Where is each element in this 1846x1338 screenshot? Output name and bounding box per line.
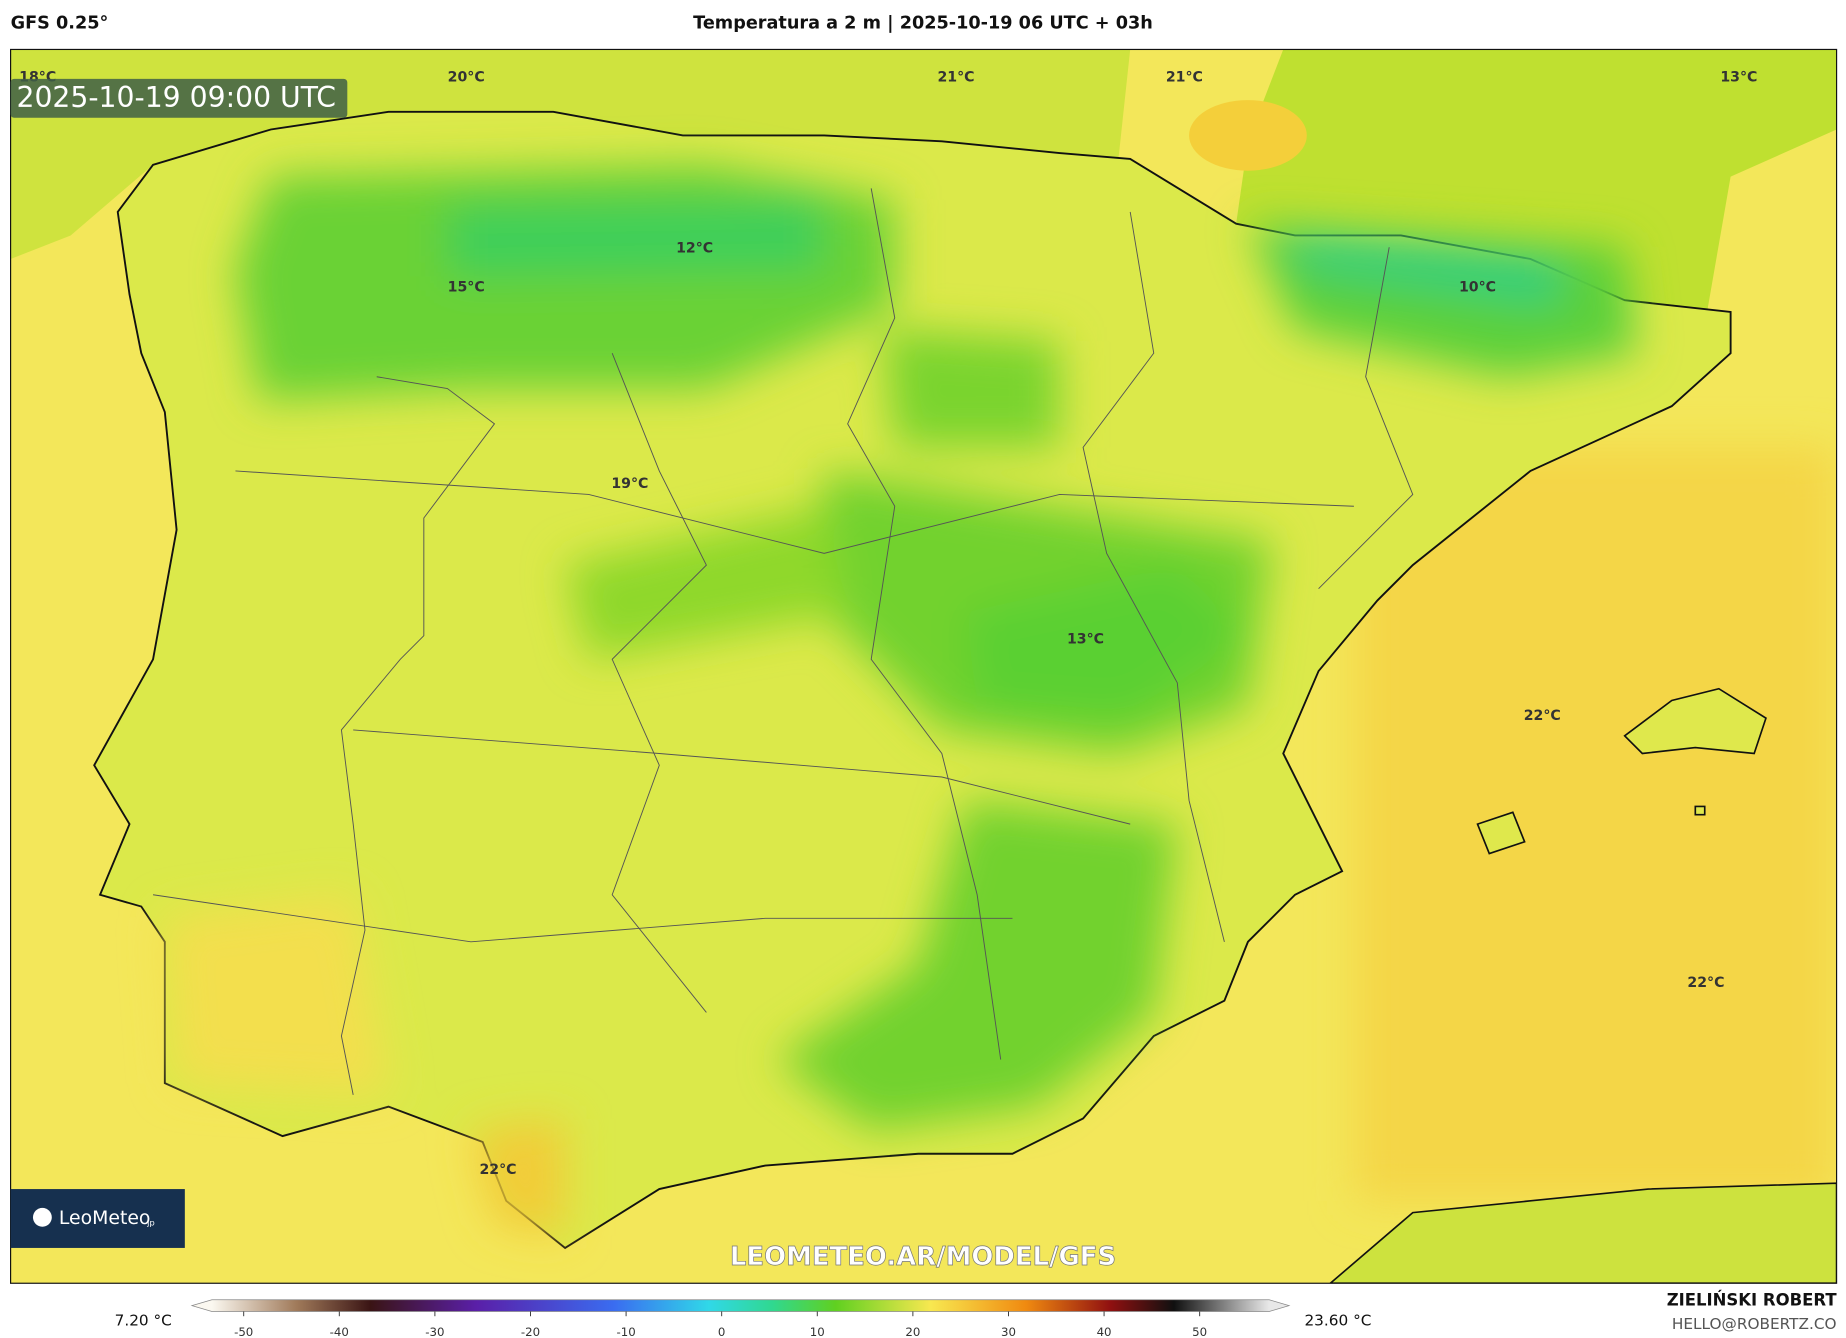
- map-label: 21°C: [1166, 70, 1203, 86]
- watermark: LEOMETEO.AR/MODEL/GFS: [730, 1242, 1116, 1272]
- map-label: 22°C: [479, 1162, 516, 1178]
- colorbar-tick-label: -20: [521, 1325, 540, 1338]
- warm-spot: [1189, 100, 1307, 171]
- map-title: Temperatura a 2 m | 2025-10-19 06 UTC + …: [693, 14, 1153, 34]
- map-label: 12°C: [676, 240, 713, 256]
- logo-sun: [32, 1207, 52, 1227]
- colorbar: -50 -40 -30 -20 -10 0 10 20 30 40 50: [190, 1299, 1291, 1338]
- map-label: 13°C: [1067, 631, 1104, 647]
- model-name: GFS 0.25°: [11, 14, 109, 34]
- colorbar-tick-label: -50: [234, 1325, 253, 1338]
- france: [1236, 49, 1837, 312]
- colorbar-ramp: [190, 1299, 1291, 1312]
- colorbar-tick-label: -10: [616, 1325, 635, 1338]
- map-label: 13°C: [1720, 70, 1757, 86]
- map-label: 21°C: [937, 70, 974, 86]
- colorbar-tick-label: 0: [718, 1325, 726, 1338]
- colorbar-tick-label: 50: [1192, 1325, 1207, 1338]
- map-label: 22°C: [1524, 708, 1561, 724]
- email: HELLO@ROBERTZ.CO: [1672, 1315, 1837, 1333]
- colorbar-tick-label: 40: [1097, 1325, 1112, 1338]
- colorbar-tick-label: -30: [425, 1325, 444, 1338]
- min-label: 7.20 °C: [115, 1311, 172, 1329]
- map-label: 22°C: [1687, 975, 1724, 991]
- timestamp-box: [10, 78, 348, 118]
- logo-suffix: jp: [146, 1218, 155, 1228]
- map-frame: [10, 48, 1838, 1284]
- borders: [152, 188, 1414, 1095]
- map-label: 20°C: [448, 70, 485, 86]
- colorbar-tick-label: 20: [905, 1325, 920, 1338]
- colorbar-tick-label: 30: [1001, 1325, 1016, 1338]
- warm-sea: [1353, 447, 1837, 1201]
- max-label: 23.60 °C: [1304, 1311, 1371, 1329]
- map-label: 19°C: [611, 476, 648, 492]
- logo: LeoMeteo: [59, 1208, 151, 1229]
- colorbar-tick-label: 10: [810, 1325, 825, 1338]
- map-labels: 18°C 20°C 21°C 21°C 13°C12°C15°C 10°C19°C13°C…: [19, 70, 1757, 1179]
- temperature-field: [164, 164, 1637, 1237]
- map-label: 15°C: [448, 279, 485, 295]
- map-label: 10°C: [1459, 279, 1496, 295]
- colorbar-tick-label: -40: [330, 1325, 349, 1338]
- map: 18°C 20°C 21°C 21°C 13°C12°C15°C 10°C19°C13°C…: [10, 49, 1837, 1284]
- balearics: [1476, 687, 1767, 855]
- timestamp: 2025-10-19 09:00 UTC: [16, 81, 336, 114]
- africa: [1329, 1182, 1837, 1284]
- author: ZIELIŃSKI ROBERT: [1667, 1290, 1838, 1309]
